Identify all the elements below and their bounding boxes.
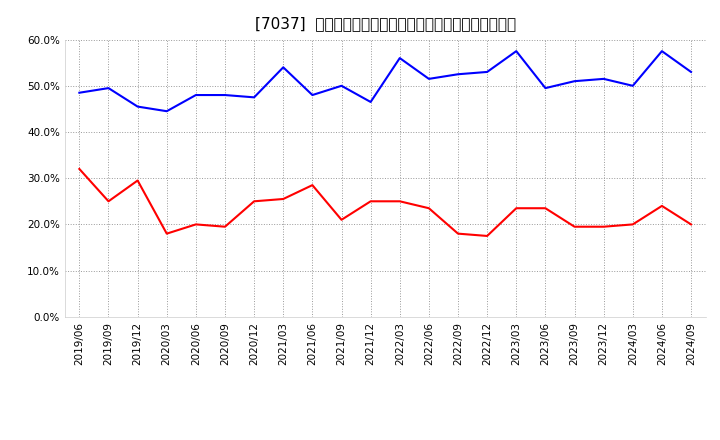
有利子負債 [75,90,84,95]
現頲金 [395,198,404,204]
現頲金 [75,166,84,172]
Line: 現頲金: 現頲金 [79,169,691,236]
現頲金 [629,222,637,227]
有利子負債 [337,83,346,88]
Line: 有利子負債: 有利子負債 [79,51,691,111]
有利子負債 [657,48,666,54]
現頲金 [454,231,462,236]
有利子負債 [163,109,171,114]
現頲金 [483,233,492,238]
有利子負債 [425,76,433,81]
有利子負債 [395,55,404,61]
有利子負債 [541,85,550,91]
現頲金 [220,224,229,229]
現頲金 [657,203,666,209]
有利子負債 [366,99,375,105]
現頲金 [425,205,433,211]
有利子負債 [279,65,287,70]
有利子負債 [220,92,229,98]
有利子負債 [250,95,258,100]
現頲金 [308,183,317,188]
現頲金 [337,217,346,222]
有利子負債 [512,48,521,54]
現頲金 [250,198,258,204]
現頲金 [512,205,521,211]
有利子負債 [192,92,200,98]
現頲金 [104,198,113,204]
現頲金 [366,198,375,204]
有利子負債 [483,69,492,74]
現頲金 [541,205,550,211]
有利子負債 [687,69,696,74]
Title: [7037]  現頲金、有利子負債の総資産に対する比率の推移: [7037] 現頲金、有利子負債の総資産に対する比率の推移 [255,16,516,32]
現頲金 [570,224,579,229]
現頲金 [687,222,696,227]
現頲金 [192,222,200,227]
有利子負債 [570,78,579,84]
有利子負債 [104,85,113,91]
現頲金 [133,178,142,183]
有利子負債 [599,76,608,81]
現頲金 [599,224,608,229]
現頲金 [163,231,171,236]
有利子負債 [133,104,142,109]
有利子負債 [454,72,462,77]
有利子負債 [629,83,637,88]
現頲金 [279,196,287,202]
有利子負債 [308,92,317,98]
